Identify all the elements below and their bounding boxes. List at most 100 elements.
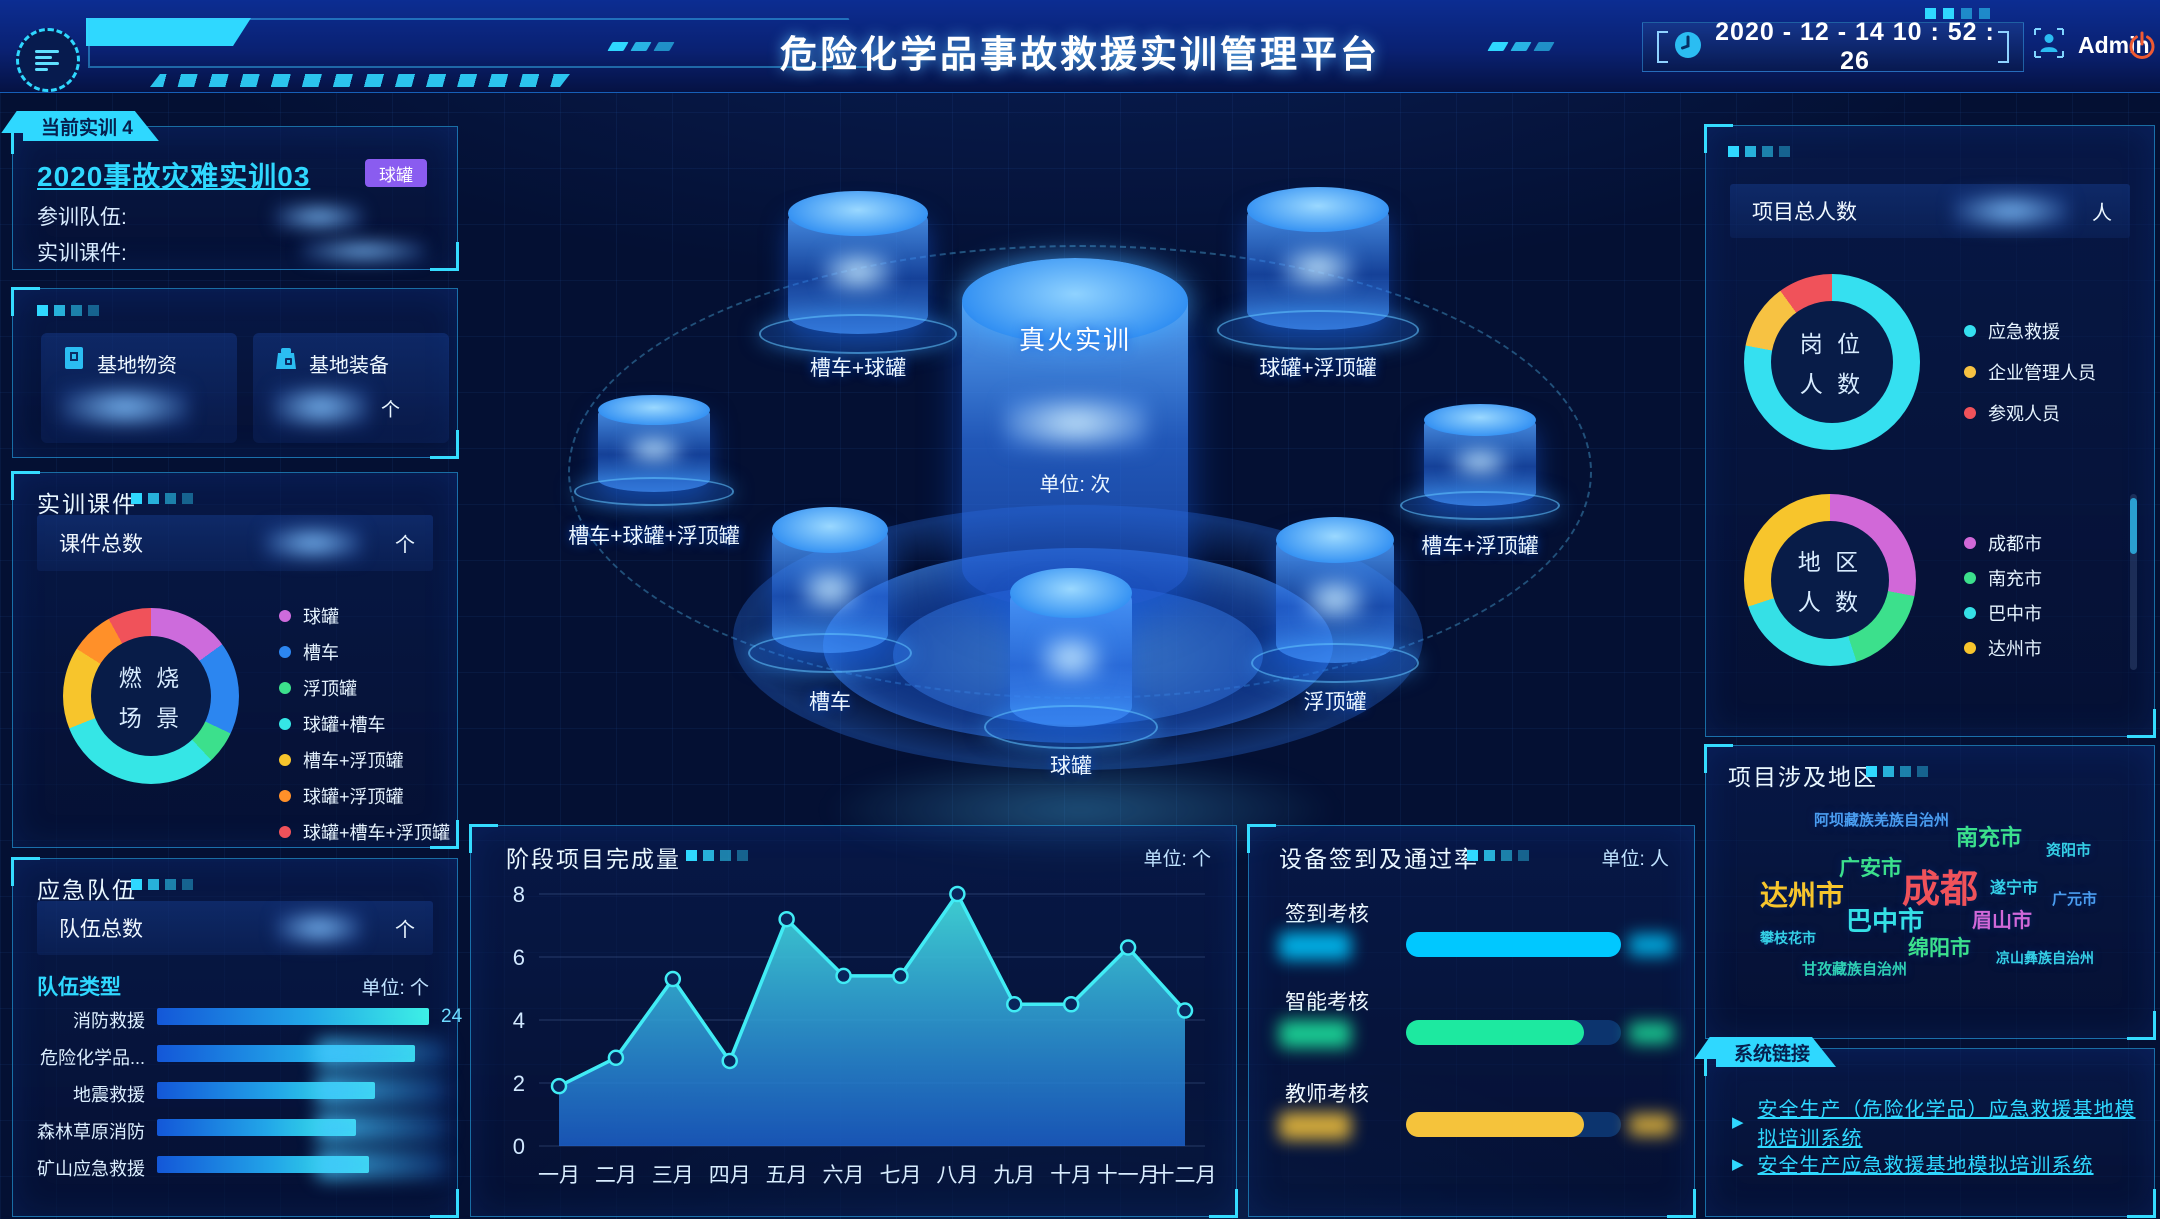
satellite-label: 槽车+球罐 xyxy=(809,357,907,380)
panel-title: 应急队伍 xyxy=(37,877,137,903)
stat-unit: 人 xyxy=(2092,202,2112,225)
panel-squares-decoration xyxy=(37,305,99,316)
legend-item: 球罐+浮顶罐 xyxy=(279,783,450,809)
team-bar-row: 地震救援 xyxy=(27,1073,447,1110)
legend-dot xyxy=(279,826,291,838)
card-title: 基地物资 xyxy=(97,355,177,377)
word-cloud-item: 遂宁市 xyxy=(1990,880,2039,897)
training-3d-visualization: 真火实训 单位: 次 槽车+球罐 球罐+浮顶罐 槽车+球罐+浮顶罐 槽车+浮顶罐 xyxy=(460,95,1700,865)
progress-track xyxy=(1406,932,1621,957)
legend-label: 槽车 xyxy=(303,643,339,663)
base-materials-card: 基地物资 xyxy=(41,333,237,443)
burning-scene-legend: 球罐 槽车 浮顶罐 球罐+槽车 槽车+浮顶罐 球罐+浮顶罐 球罐+槽车+浮顶罐 xyxy=(279,603,450,845)
page-title: 危险化学品事故救援实训管理平台 xyxy=(780,34,1380,75)
progress-fill xyxy=(1406,1112,1585,1137)
legend-item: 成都市 xyxy=(1964,530,2042,556)
donut-center-text: 燃 烧 xyxy=(118,665,184,691)
legend-dot xyxy=(1964,407,1976,419)
satellite-cylinder xyxy=(1400,404,1560,521)
svg-text:五月: 五月 xyxy=(766,1164,808,1187)
panel-squares-decoration xyxy=(1728,146,1790,157)
training-title-link[interactable]: 2020事故灾难实训03 xyxy=(37,161,311,192)
legend-dot xyxy=(279,646,291,658)
legend-dot xyxy=(1964,537,1976,549)
hamburger-icon xyxy=(35,47,61,74)
training-badge: 球罐 xyxy=(365,159,427,187)
word-cloud-item: 阿坝藏族羌族自治州 xyxy=(1814,812,1950,829)
equipment-icon xyxy=(273,345,299,376)
legend-label: 企业管理人员 xyxy=(1988,363,2096,383)
team-bar-row: 消防救援 24 xyxy=(73,1006,463,1031)
legend-label: 参观人员 xyxy=(1988,404,2060,424)
word-cloud-item: 资阳市 xyxy=(2046,842,2092,859)
legend-item: 巴中市 xyxy=(1964,600,2042,626)
svg-text:0: 0 xyxy=(513,1134,525,1159)
title-arrows-left-icon xyxy=(607,42,675,51)
header-left-decoration xyxy=(86,18,251,46)
logout-power-button[interactable] xyxy=(2126,30,2158,67)
menu-button[interactable] xyxy=(16,28,80,92)
legend-label: 成都市 xyxy=(1988,534,2042,554)
panel-squares-decoration xyxy=(1866,766,1928,777)
satellite-cylinder xyxy=(1217,187,1419,350)
panel-squares-decoration xyxy=(1467,850,1529,861)
word-cloud-item: 绵阳市 xyxy=(1908,937,1971,960)
word-cloud-item: 达州市 xyxy=(1760,880,1845,911)
device-progress-row: 教师考核 xyxy=(1249,1078,1694,1158)
satellite-label: 槽车+球罐+浮顶罐 xyxy=(568,525,740,548)
region-count-legend: 成都市 南充市 巴中市 达州市 xyxy=(1964,530,2042,661)
unit-label: 单位: 人 xyxy=(1601,849,1669,870)
bracket-right-icon xyxy=(1998,31,2009,63)
panel-title: 阶段项目完成量 xyxy=(506,846,681,872)
satellite-label: 槽车 xyxy=(809,691,851,714)
legend-label: 球罐+浮顶罐 xyxy=(303,787,404,807)
stat-label: 队伍总数 xyxy=(59,918,143,941)
device-checkin-panel: 设备签到及通过率 单位: 人 签到考核 智能考核 教师考核 xyxy=(1247,824,1696,1218)
region-wordcloud-panel: 项目涉及地区 阿坝藏族羌族自治州 南充市 资阳市 广安市 成都 遂宁市 广元市 达州市 巴中市 眉… xyxy=(1704,744,2156,1040)
legend-item: 球罐+槽车+浮顶罐 xyxy=(279,819,450,845)
redacted-counter xyxy=(1304,576,1366,623)
system-link[interactable]: ▶ 安全生产应急救援基地模拟培训系统 xyxy=(1732,1149,2094,1178)
satellite-label: 槽车+浮顶罐 xyxy=(1421,535,1539,558)
panel-title: 设备签到及通过率 xyxy=(1279,846,1479,872)
scrollbar-thumb[interactable] xyxy=(2130,498,2137,554)
redacted-counter xyxy=(799,566,861,613)
legend-item: 球罐 xyxy=(279,603,450,629)
satellite-label: 浮顶罐 xyxy=(1303,691,1367,714)
panel-title: 项目涉及地区 xyxy=(1728,764,1878,790)
user-icon xyxy=(2032,26,2066,65)
system-link[interactable]: ▶ 安全生产（危险化学品）应急救援基地模拟培训系统 xyxy=(1732,1093,2154,1151)
device-progress-row: 智能考核 xyxy=(1249,986,1694,1066)
stat-unit: 个 xyxy=(395,919,415,942)
svg-text:2: 2 xyxy=(513,1071,525,1096)
redacted-value xyxy=(59,385,191,429)
legend-dot xyxy=(1964,366,1976,378)
team-type-label: 队伍类型 xyxy=(37,976,121,999)
system-link-text: 安全生产（危险化学品）应急救援基地模拟培训系统 xyxy=(1757,1099,2136,1150)
redacted-counter xyxy=(821,249,895,295)
unit-label: 单位: 个 xyxy=(1143,849,1211,870)
post-count-legend: 应急救援企业管理人员 参观人员 xyxy=(1964,318,2096,426)
team-total-box: 队伍总数 个 xyxy=(37,901,433,955)
user-account[interactable]: Admin xyxy=(2032,26,2150,65)
post-count-donut: 岗 位 人 数 xyxy=(1744,274,1920,450)
device-progress-row: 签到考核 xyxy=(1249,898,1694,978)
progress-label: 智能考核 xyxy=(1285,991,1369,1014)
emergency-teams-panel: 应急队伍 队伍总数 个 队伍类型 单位: 个 消防救援 24 危险化学品... 地震救… xyxy=(11,857,463,1218)
legend-dot xyxy=(1964,325,1976,337)
clock-icon xyxy=(1674,31,1702,64)
hub-cylinder-body xyxy=(962,302,1188,610)
hub-title: 真火实训 xyxy=(1018,325,1131,355)
legend-dot xyxy=(279,718,291,730)
donut-center-text: 场 景 xyxy=(118,705,184,731)
legend-label: 浮顶罐 xyxy=(303,679,357,699)
panel-title: 实训课件 xyxy=(37,491,137,517)
courseware-panel: 实训课件 课件总数 个 燃 烧 场 景 球罐 槽车 浮顶罐 球罐+槽车 槽车+浮顶罐 球罐… xyxy=(11,471,459,849)
panel-squares-decoration xyxy=(686,850,748,861)
svg-text:三月: 三月 xyxy=(652,1164,694,1187)
system-link-text: 安全生产应急救援基地模拟培训系统 xyxy=(1757,1155,2094,1177)
legend-label: 应急救援 xyxy=(1988,322,2060,342)
satellite-cylinder xyxy=(1251,517,1419,684)
header-squares-decoration xyxy=(1925,8,1990,19)
